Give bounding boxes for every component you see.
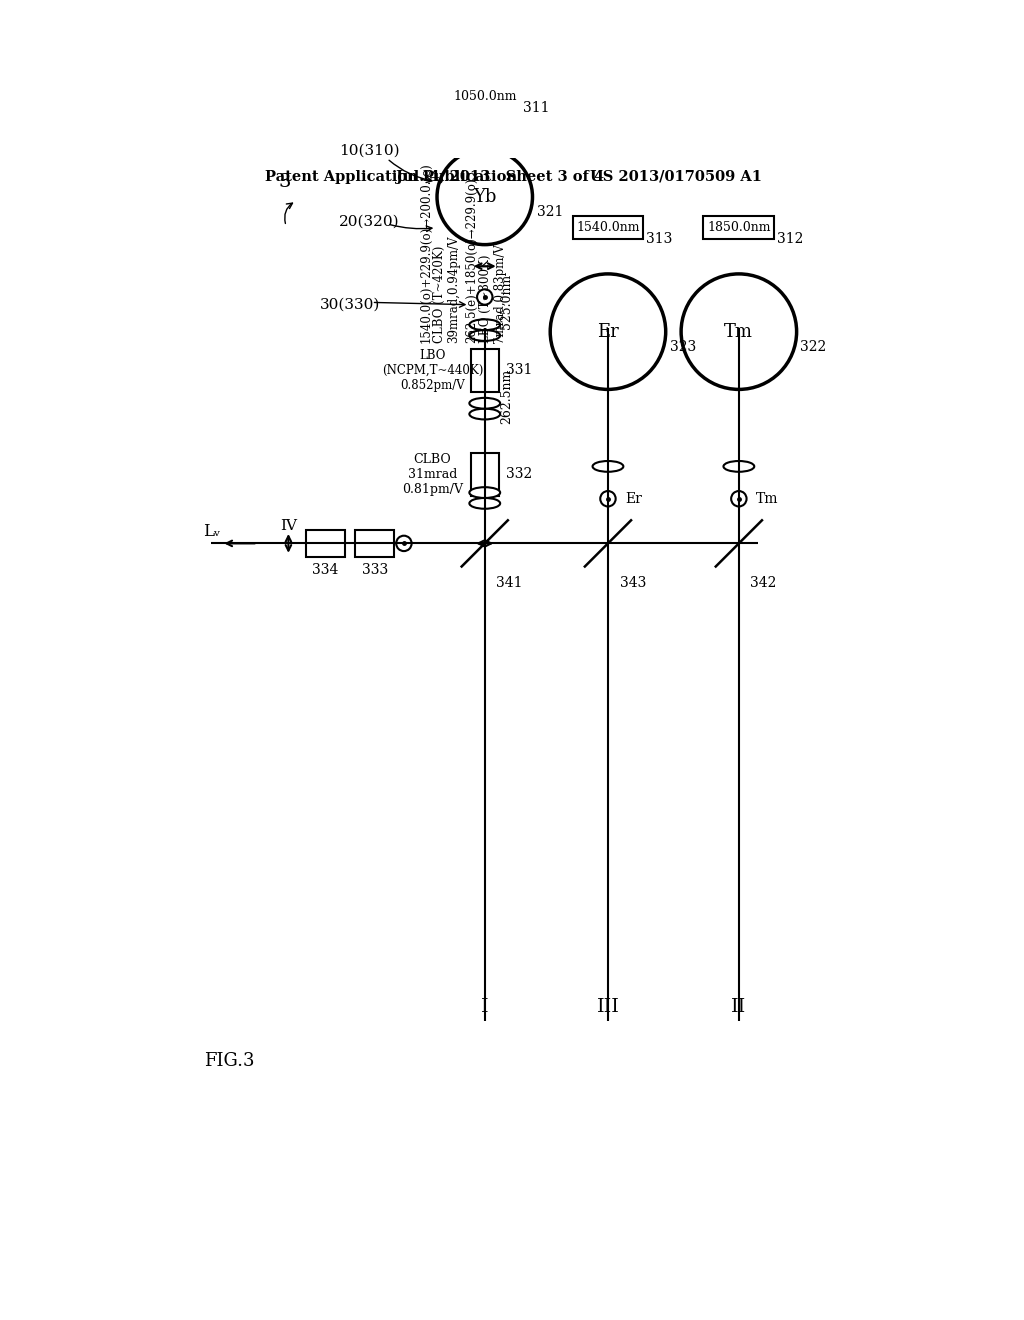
Bar [703,216,774,239]
Text: 342: 342 [751,577,777,590]
Ellipse shape [469,319,500,330]
Text: 10(310): 10(310) [339,144,399,157]
Text: FIG.3: FIG.3 [204,1052,254,1069]
Circle shape [600,491,615,507]
Bar [450,86,520,108]
Ellipse shape [469,330,500,341]
Ellipse shape [469,397,500,409]
Text: 262.5nm: 262.5nm [500,368,513,424]
Text: 313: 313 [646,232,673,247]
Bar [471,348,499,392]
Text: 20(320): 20(320) [339,215,399,228]
Bar [355,529,394,557]
Text: 39mrad,0.94pm/V: 39mrad,0.94pm/V [447,236,460,343]
Text: 1540.0(o)+229.9(o)→200.0.(e): 1540.0(o)+229.9(o)→200.0.(e) [419,162,432,343]
Text: III: III [597,998,620,1016]
Ellipse shape [469,498,500,508]
Text: 1540.0nm: 1540.0nm [577,222,640,234]
Ellipse shape [724,461,755,471]
Text: 322: 322 [801,341,826,354]
Text: 7mrad,0.83pm/V: 7mrad,0.83pm/V [494,243,506,343]
Text: Patent Application Publication: Patent Application Publication [265,170,517,183]
Bar [471,453,499,496]
Ellipse shape [593,461,624,471]
Text: CLBO
31mrad
0.81pm/V: CLBO 31mrad 0.81pm/V [401,453,463,495]
Circle shape [396,536,412,552]
Circle shape [550,275,666,389]
Text: 333: 333 [361,564,388,577]
Bar [572,216,643,239]
Ellipse shape [469,409,500,420]
Text: 331: 331 [506,363,532,378]
Circle shape [731,491,746,507]
Text: Tm: Tm [756,492,778,506]
Text: US 2013/0170509 A1: US 2013/0170509 A1 [590,170,762,183]
Text: 262.5(e)+1850(o)→229.9(o): 262.5(e)+1850(o)→229.9(o) [466,178,478,343]
Text: LBO
(NCPM,T~440K)
0.852pm/V: LBO (NCPM,T~440K) 0.852pm/V [382,348,483,392]
Text: 3: 3 [279,173,291,190]
Text: Yb: Yb [473,187,497,206]
Text: 341: 341 [497,577,523,590]
Text: 30(330): 30(330) [319,298,380,312]
Text: LBO (T~300K): LBO (T~300K) [479,255,493,343]
Text: 1050.0nm: 1050.0nm [453,90,516,103]
Text: 525.0nm: 525.0nm [500,275,513,330]
Text: Er: Er [597,322,618,341]
Text: 323: 323 [670,341,696,354]
Text: II: II [731,998,746,1016]
Text: Er: Er [625,492,642,506]
Text: IV: IV [280,520,297,533]
Text: Jul. 4, 2013   Sheet 3 of 4: Jul. 4, 2013 Sheet 3 of 4 [396,170,604,183]
Text: 343: 343 [620,577,646,590]
Text: CLBO (T~420K): CLBO (T~420K) [433,246,446,343]
Text: Tm: Tm [724,322,754,341]
Bar [306,529,345,557]
Circle shape [681,275,797,389]
Text: 332: 332 [506,467,532,480]
Text: 312: 312 [777,232,804,247]
Text: 334: 334 [312,564,339,577]
Circle shape [437,149,532,244]
Text: 321: 321 [538,206,563,219]
Text: 1850.0nm: 1850.0nm [708,222,771,234]
Ellipse shape [469,487,500,498]
Text: Lᵥ: Lᵥ [203,523,220,540]
Circle shape [477,289,493,305]
Text: 311: 311 [523,102,550,115]
Text: I: I [481,998,488,1016]
